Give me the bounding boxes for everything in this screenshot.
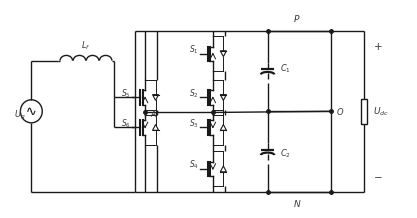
Text: $N$: $N$ bbox=[293, 198, 301, 209]
Text: $S_3$: $S_3$ bbox=[188, 118, 198, 130]
Text: $S_6$: $S_6$ bbox=[121, 118, 131, 130]
Text: $+$: $+$ bbox=[372, 41, 382, 52]
Text: $S_4$: $S_4$ bbox=[188, 159, 198, 172]
Text: $A$: $A$ bbox=[150, 108, 157, 119]
Text: $S_5$: $S_5$ bbox=[121, 88, 131, 100]
Bar bbox=[361, 99, 367, 124]
Text: $S_2$: $S_2$ bbox=[189, 88, 198, 100]
Text: $U_g$: $U_g$ bbox=[15, 108, 26, 122]
Text: $O$: $O$ bbox=[336, 106, 344, 117]
Text: $U_{dc}$: $U_{dc}$ bbox=[374, 105, 389, 118]
Text: $S_1$: $S_1$ bbox=[189, 44, 198, 56]
Text: $L_f$: $L_f$ bbox=[81, 40, 91, 52]
Text: $C_1$: $C_1$ bbox=[280, 62, 291, 75]
Text: $P$: $P$ bbox=[293, 13, 301, 24]
Text: $-$: $-$ bbox=[372, 171, 382, 181]
Text: $C_2$: $C_2$ bbox=[280, 148, 291, 160]
